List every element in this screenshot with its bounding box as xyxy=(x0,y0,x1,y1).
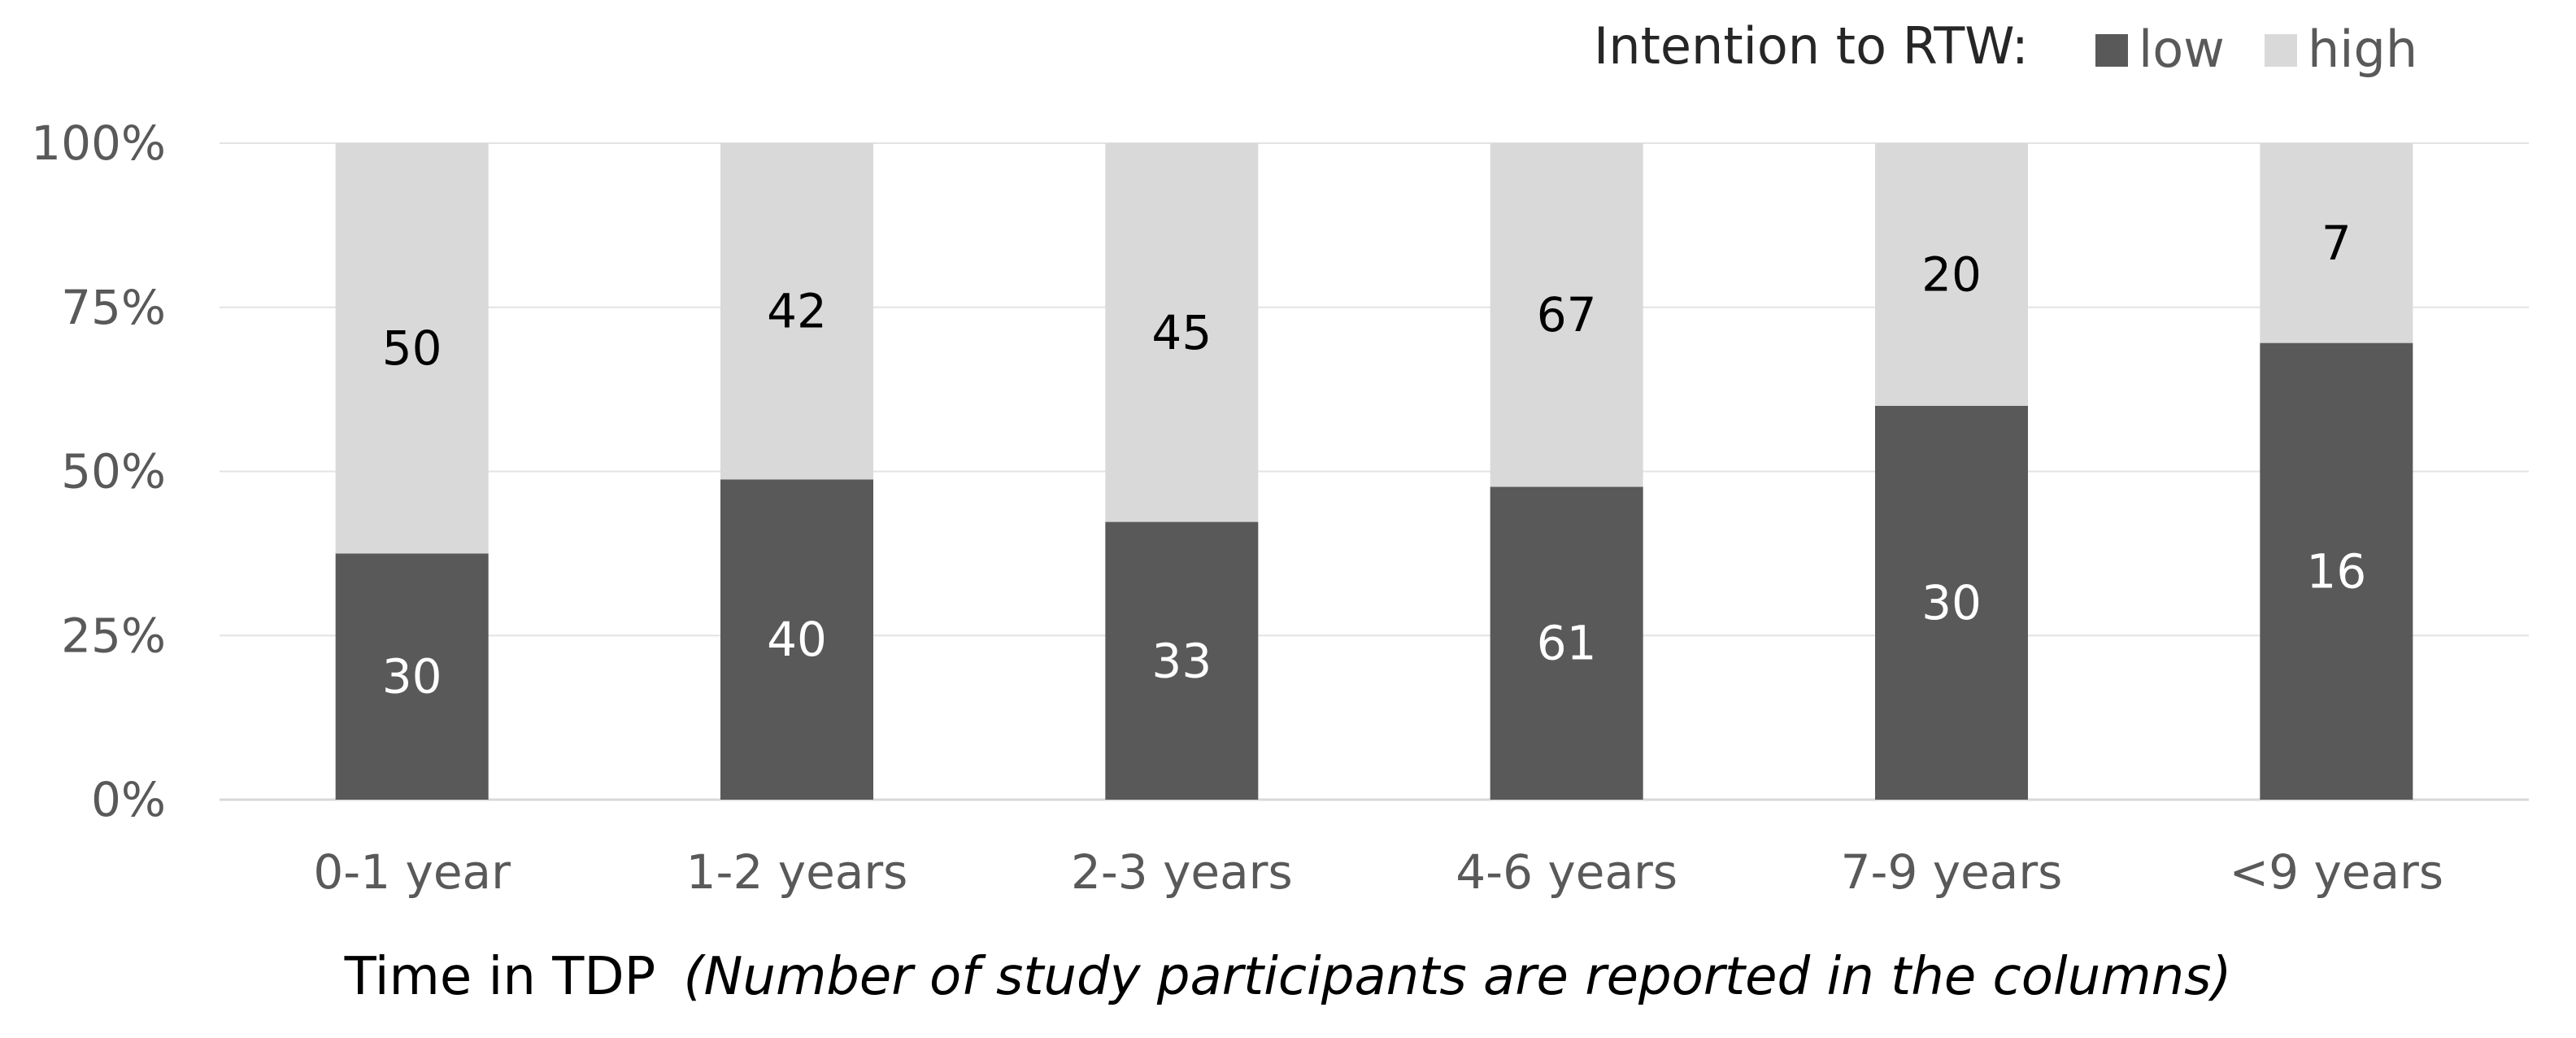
x-tick-label: 7-9 years xyxy=(1841,844,2063,900)
bars: 30 50 40 42 33 45 61 67 30 20 16 7 xyxy=(335,143,2413,800)
data-label-low-4: 30 xyxy=(1921,575,1982,630)
y-tick-label: 25% xyxy=(61,608,166,663)
bar-high-4 xyxy=(1875,143,2028,406)
bar-high-0 xyxy=(335,143,489,554)
bar-low-2 xyxy=(1105,521,1259,800)
x-tick-label: 1-2 years xyxy=(686,844,908,900)
data-label-high-4: 20 xyxy=(1921,246,1982,302)
data-label-low-1: 40 xyxy=(767,612,827,667)
legend-title: Intention to RTW: xyxy=(1594,16,2029,76)
x-axis-title: Time in TDP (Number of study participant… xyxy=(344,947,2232,1007)
legend: Intention to RTW: low high xyxy=(1594,16,2417,79)
data-label-high-0: 50 xyxy=(382,321,442,376)
legend-swatch-high xyxy=(2265,34,2297,67)
y-axis: 0% 25% 50% 75% 100% xyxy=(31,116,166,827)
data-label-low-2: 33 xyxy=(1151,633,1212,688)
bar-high-3 xyxy=(1490,143,1643,487)
x-tick-label: 2-3 years xyxy=(1071,844,1293,900)
bar-high-5 xyxy=(2260,143,2413,343)
x-axis: 0-1 year 1-2 years 2-3 years 4-6 years 7-9 y… xyxy=(313,844,2443,900)
legend-label-low: low xyxy=(2139,20,2225,79)
x-tick-label: <9 years xyxy=(2230,844,2444,900)
data-label-high-3: 67 xyxy=(1537,287,1597,342)
bar-high-2 xyxy=(1105,143,1259,522)
x-tick-label: 4-6 years xyxy=(1456,844,1677,900)
legend-swatch-low xyxy=(2095,34,2128,67)
bar-low-0 xyxy=(335,553,489,800)
bar-low-5 xyxy=(2260,342,2413,800)
bar-low-4 xyxy=(1875,405,2028,800)
data-label-high-2: 45 xyxy=(1151,305,1212,360)
y-tick-label: 100% xyxy=(31,116,166,171)
legend-label-high: high xyxy=(2308,20,2417,79)
y-tick-label: 0% xyxy=(91,772,166,827)
x-axis-title-note: (Number of study participants are report… xyxy=(684,947,2232,1007)
data-label-high-1: 42 xyxy=(767,284,827,339)
data-label-low-3: 61 xyxy=(1537,616,1597,671)
bar-low-3 xyxy=(1490,486,1643,800)
bar-high-1 xyxy=(720,143,873,480)
y-tick-label: 50% xyxy=(61,444,166,499)
bar-low-1 xyxy=(720,479,873,800)
data-label-low-5: 16 xyxy=(2306,543,2366,599)
data-label-low-0: 30 xyxy=(382,649,442,704)
x-axis-title-main: Time in TDP xyxy=(344,947,656,1007)
gridlines xyxy=(220,142,2529,801)
y-tick-label: 75% xyxy=(61,280,166,335)
x-tick-label: 0-1 year xyxy=(313,844,511,900)
data-label-high-5: 7 xyxy=(2321,216,2352,271)
